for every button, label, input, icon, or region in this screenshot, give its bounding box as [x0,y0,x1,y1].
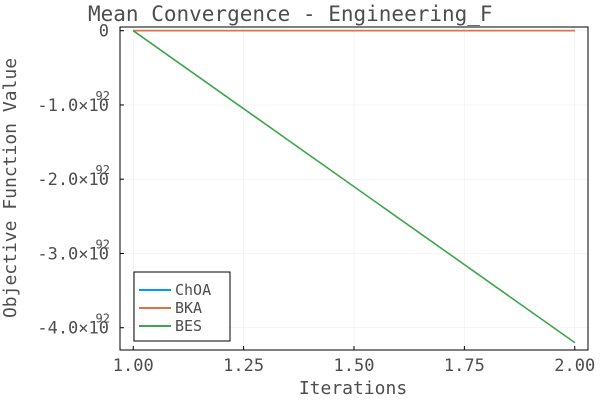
series-line-bes [132,30,576,344]
x-tick-label: 2.00 [554,356,595,376]
y-tick-label: 0 [99,22,109,42]
legend-box [133,271,231,342]
y-tick-label: -1.0×10 [37,96,109,116]
y-tick-label: -3.0×10 [37,244,109,264]
y-tick-exponent: 92 [96,237,110,251]
x-tick-label: 1.50 [334,356,375,376]
x-tick-label: 1.75 [444,356,485,376]
y-tick-label: -2.0×10 [37,170,109,190]
chart-title: Mean Convergence - Engineering_F [88,2,493,26]
legend-label: BKA [175,299,202,317]
x-axis-ticks: 1.00 1.25 1.50 1.75 2.00 [113,346,595,376]
y-axis-label: Objective Function Value [0,58,21,318]
legend-label: BES [175,317,202,335]
x-tick-label: 1.00 [113,356,154,376]
grid [120,27,588,350]
x-axis-label: Iterations [299,378,407,399]
y-tick-exponent: 92 [96,163,110,177]
y-tick-exponent: 92 [96,89,110,103]
y-tick-label: -4.0×10 [37,319,109,339]
series-lines [132,29,576,344]
y-tick-exponent: 92 [96,312,110,326]
legend-label: ChOA [175,281,211,299]
x-tick-label: 1.25 [223,356,264,376]
